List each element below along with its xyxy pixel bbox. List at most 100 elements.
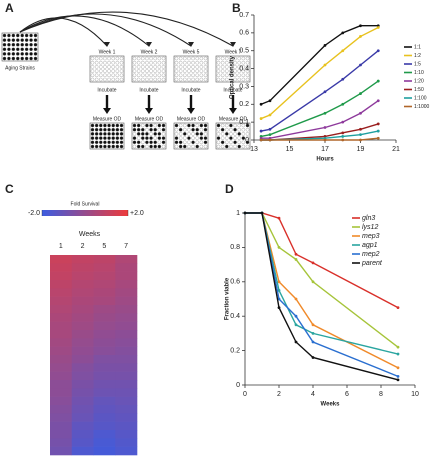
heat-cell	[71, 263, 94, 272]
well	[161, 140, 166, 145]
well	[178, 132, 183, 136]
well	[233, 56, 237, 61]
plate	[1, 32, 39, 62]
well	[178, 69, 183, 73]
legend-label: 1:1	[414, 44, 421, 50]
heat-cell	[115, 371, 138, 381]
well	[216, 56, 221, 61]
heat-cell	[115, 405, 138, 414]
well	[237, 132, 241, 136]
well	[195, 136, 199, 140]
well	[149, 69, 153, 73]
y-tick-label: 0.7	[239, 12, 249, 19]
well	[111, 69, 115, 73]
well	[2, 33, 7, 38]
well	[136, 65, 141, 69]
well	[245, 144, 250, 149]
well	[203, 56, 208, 61]
well	[199, 136, 204, 140]
point	[376, 79, 380, 83]
plate	[173, 55, 209, 83]
well	[145, 136, 149, 140]
well	[153, 77, 157, 82]
well	[115, 136, 120, 140]
well	[90, 127, 95, 132]
x-axis-label: Hours	[316, 157, 334, 163]
well	[24, 38, 29, 42]
heat-cell	[50, 396, 73, 406]
well	[33, 47, 38, 52]
well	[119, 77, 124, 82]
colorbar-tick-label: -2.0	[28, 210, 40, 217]
well	[115, 65, 120, 69]
x-tick-label: 21	[392, 146, 400, 153]
heat-cell	[50, 438, 73, 447]
well	[132, 123, 137, 128]
well	[149, 73, 153, 78]
well	[119, 65, 124, 69]
well	[145, 65, 149, 69]
well	[94, 65, 99, 69]
well	[119, 60, 124, 65]
heat-cell	[93, 380, 116, 389]
well	[94, 60, 99, 65]
well	[115, 132, 120, 136]
well	[99, 127, 103, 132]
point	[311, 280, 315, 284]
point	[311, 356, 315, 359]
well	[229, 127, 233, 132]
x-tick-label: 19	[357, 146, 365, 153]
heat-cell	[115, 296, 138, 306]
heat-cell	[93, 346, 116, 356]
well	[191, 60, 195, 65]
point	[341, 131, 345, 135]
well	[115, 73, 120, 78]
well	[245, 56, 250, 61]
well	[174, 144, 179, 149]
well	[183, 65, 187, 69]
heat-cell	[115, 438, 138, 447]
y-tick-label: 0	[245, 137, 249, 144]
well	[132, 140, 137, 145]
heat-cell	[93, 288, 116, 297]
well	[225, 69, 229, 73]
well	[157, 123, 162, 128]
arrow-arc	[19, 11, 234, 47]
well	[90, 60, 95, 65]
well	[132, 127, 137, 132]
well	[245, 60, 250, 65]
point	[359, 35, 362, 38]
well	[191, 69, 195, 73]
well	[220, 136, 225, 140]
series-line	[260, 25, 379, 105]
well	[187, 65, 191, 69]
well	[178, 56, 183, 61]
well	[99, 73, 103, 78]
well	[183, 77, 187, 82]
heat-cell	[71, 363, 94, 372]
arrow-arc	[19, 17, 108, 47]
well	[111, 144, 115, 149]
well	[20, 47, 24, 52]
well	[225, 56, 229, 61]
heat-cell	[115, 446, 138, 456]
well	[2, 56, 7, 61]
point	[376, 99, 380, 103]
well	[195, 140, 199, 145]
well	[103, 77, 107, 82]
well	[29, 33, 33, 38]
well	[199, 123, 204, 128]
y-tick-label: 0.6	[239, 30, 249, 37]
well	[191, 140, 195, 145]
well	[220, 73, 225, 78]
point	[323, 111, 327, 115]
heat-cell	[71, 313, 94, 322]
well	[136, 140, 141, 145]
point	[376, 122, 380, 126]
well	[225, 140, 229, 145]
well	[7, 33, 11, 38]
well	[245, 65, 250, 69]
well	[111, 77, 115, 82]
series-line	[260, 80, 379, 138]
well	[241, 132, 246, 136]
